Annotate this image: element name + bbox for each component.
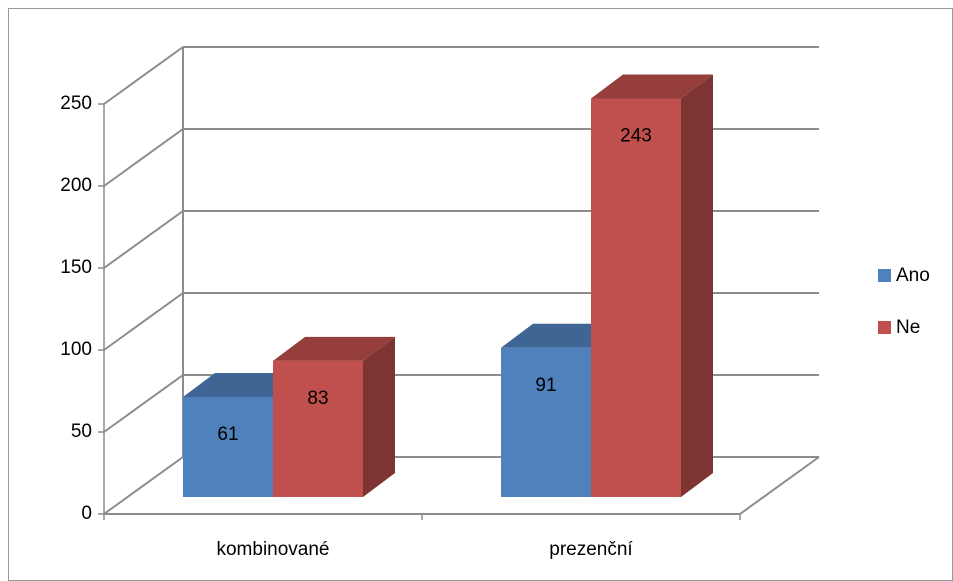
y-tick-label: 100 (60, 339, 92, 360)
y-tick-label: 250 (60, 93, 92, 114)
chart-frame (8, 8, 953, 581)
bar (273, 360, 363, 497)
data-label: 243 (620, 125, 652, 146)
bar (501, 347, 591, 497)
data-label: 83 (307, 388, 328, 409)
grid-line (103, 292, 184, 351)
bar (591, 98, 681, 497)
bar-top (273, 336, 395, 361)
bar-side (681, 74, 713, 497)
y-tick-label: 150 (60, 257, 92, 278)
grid-line (103, 374, 184, 433)
legend-label: Ano (896, 265, 930, 286)
grid-line (103, 210, 184, 269)
legend-swatch (878, 269, 891, 282)
data-label: 61 (217, 424, 238, 445)
data-label: 91 (535, 375, 556, 396)
y-tick-label: 0 (81, 503, 92, 524)
bar-side (363, 336, 395, 497)
bar (183, 396, 273, 497)
grid-line (103, 128, 184, 187)
bar-top (591, 74, 713, 99)
x-tick-label: prezenční (549, 539, 633, 560)
x-tick-label: kombinované (216, 539, 329, 560)
grid-line (103, 456, 184, 515)
legend-label: Ne (896, 317, 920, 338)
y-tick-label: 50 (71, 421, 92, 442)
grid-line (103, 46, 184, 105)
legend-swatch (878, 321, 891, 334)
y-tick-label: 200 (60, 175, 92, 196)
